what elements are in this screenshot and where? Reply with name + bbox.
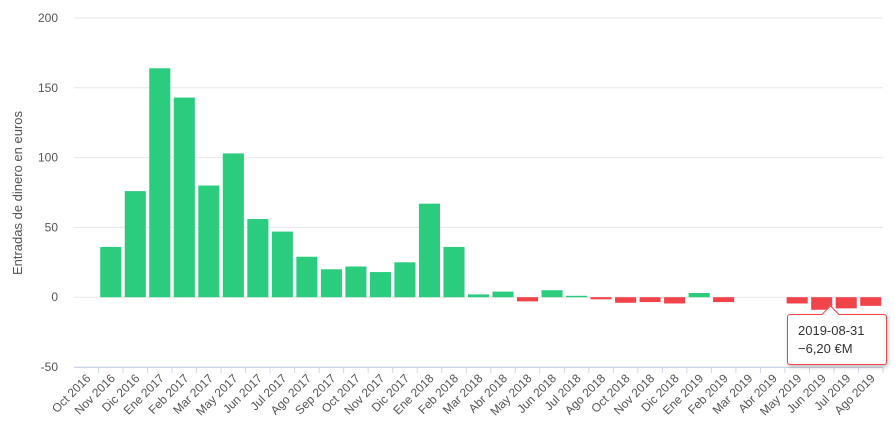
y-tick-label: 0 bbox=[51, 290, 58, 304]
bar[interactable] bbox=[811, 297, 833, 310]
tooltip-date: 2019-08-31 bbox=[798, 323, 865, 338]
bar[interactable] bbox=[418, 203, 441, 298]
bar[interactable] bbox=[247, 219, 269, 298]
bar[interactable] bbox=[516, 297, 539, 302]
bar[interactable] bbox=[835, 297, 857, 309]
tooltip: 2019-08-31 −6,20 €M bbox=[787, 305, 887, 365]
bar[interactable] bbox=[198, 185, 220, 298]
bar[interactable] bbox=[786, 297, 808, 304]
bar[interactable] bbox=[713, 297, 735, 303]
bar[interactable] bbox=[100, 246, 122, 298]
bar[interactable] bbox=[320, 269, 342, 298]
bar[interactable] bbox=[566, 295, 588, 298]
bar[interactable] bbox=[149, 68, 171, 298]
bar[interactable] bbox=[492, 291, 514, 298]
y-tick-label: 50 bbox=[45, 220, 59, 234]
bar[interactable] bbox=[271, 231, 293, 298]
bar[interactable] bbox=[222, 153, 244, 298]
bar[interactable] bbox=[541, 290, 563, 298]
y-tick-label: -50 bbox=[41, 360, 59, 374]
bar[interactable] bbox=[688, 293, 710, 298]
y-tick-label: 150 bbox=[38, 81, 58, 95]
y-tick-label: 100 bbox=[38, 151, 58, 165]
y-tick-label: 200 bbox=[38, 11, 58, 25]
bar[interactable] bbox=[345, 266, 367, 298]
y-axis-label: Entradas de dinero en euros bbox=[10, 110, 25, 275]
bar[interactable] bbox=[664, 297, 686, 304]
gridlines bbox=[74, 17, 883, 368]
bars bbox=[100, 68, 882, 310]
y-axis-ticks: -50 0 50 100 150 200 bbox=[38, 11, 58, 374]
tooltip-value: −6,20 €M bbox=[798, 341, 853, 356]
bar[interactable] bbox=[467, 294, 490, 298]
bar[interactable] bbox=[173, 97, 195, 298]
bar[interactable] bbox=[639, 297, 661, 303]
bar[interactable] bbox=[860, 297, 882, 306]
bar[interactable] bbox=[394, 262, 416, 298]
bar[interactable] bbox=[124, 191, 146, 298]
bar[interactable] bbox=[296, 256, 318, 298]
bar[interactable] bbox=[443, 246, 465, 298]
bar[interactable] bbox=[615, 297, 637, 303]
bar[interactable] bbox=[590, 297, 612, 300]
bar[interactable] bbox=[369, 272, 391, 298]
